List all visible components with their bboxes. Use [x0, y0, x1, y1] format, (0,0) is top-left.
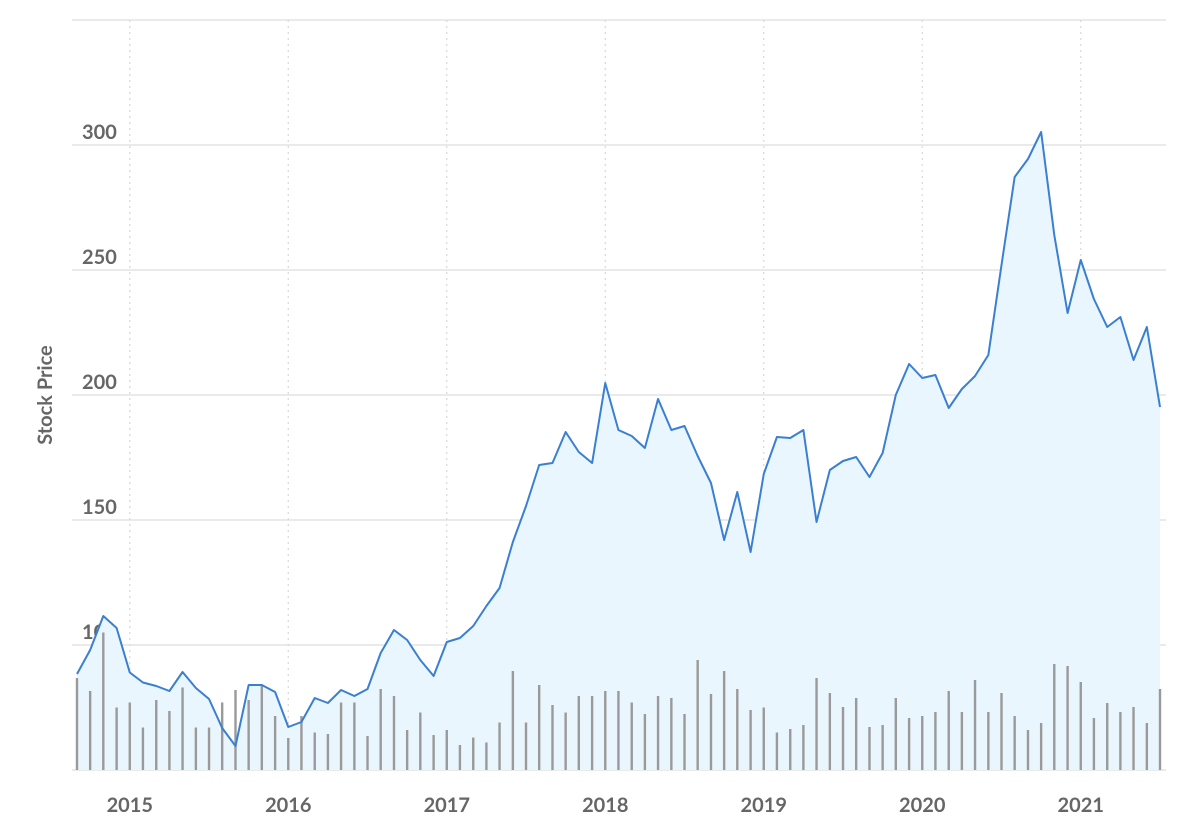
- volume-bar: [419, 712, 422, 770]
- volume-bar: [841, 707, 845, 770]
- volume-bar: [987, 712, 990, 770]
- volume-bar: [432, 735, 435, 770]
- volume-bar: [762, 707, 765, 770]
- volume-bar: [102, 632, 105, 770]
- volume-bar: [775, 732, 779, 770]
- y-tick-label: 250: [82, 245, 117, 269]
- volume-bar: [881, 725, 884, 770]
- volume-bar: [564, 712, 567, 770]
- volume-bar: [181, 687, 184, 770]
- volume-bar: [1000, 693, 1003, 770]
- volume-bar: [643, 714, 647, 770]
- volume-bar: [947, 691, 950, 770]
- volume-bar: [247, 700, 250, 770]
- volume-bar: [670, 698, 673, 770]
- volume-bar: [366, 736, 369, 770]
- volume-bar: [551, 705, 554, 770]
- volume-bar: [353, 702, 356, 770]
- volume-bar: [1053, 664, 1056, 770]
- volume-bar: [1158, 689, 1162, 770]
- volume-bar: [445, 730, 448, 770]
- volume-bar: [537, 685, 541, 770]
- volume-bar: [749, 710, 752, 770]
- volume-bar: [1013, 716, 1016, 770]
- y-axis-label: Stock Price: [33, 345, 57, 445]
- volume-bar: [300, 716, 303, 770]
- volume-bar: [590, 696, 594, 770]
- x-tick-label: 2018: [582, 793, 628, 817]
- y-tick-label: 200: [82, 370, 117, 394]
- volume-bar: [815, 678, 818, 770]
- volume-bar: [339, 702, 343, 770]
- volume-bar: [802, 725, 805, 770]
- volume-bar: [287, 738, 290, 770]
- volume-bar: [973, 680, 977, 770]
- volume-bar: [1119, 712, 1122, 770]
- volume-bar: [115, 707, 118, 770]
- volume-bar: [194, 727, 198, 770]
- volume-bar: [168, 711, 171, 770]
- volume-bar: [88, 691, 92, 770]
- volume-bar: [604, 691, 607, 770]
- volume-bar: [141, 727, 145, 770]
- volume-bar: [379, 689, 382, 770]
- volume-bar: [485, 742, 488, 770]
- y-tick-label: 150: [82, 495, 117, 519]
- volume-bar: [1026, 730, 1030, 770]
- volume-bar: [273, 716, 277, 770]
- volume-bar: [1106, 703, 1109, 770]
- y-tick-label: 300: [82, 120, 117, 144]
- x-tick-label: 2021: [1058, 793, 1104, 817]
- volume-bar: [577, 696, 580, 770]
- volume-bar: [1132, 707, 1135, 770]
- volume-bar: [220, 702, 224, 770]
- volume-bar: [260, 686, 264, 770]
- volume-bar: [1066, 666, 1069, 770]
- volume-bar: [709, 694, 713, 770]
- x-tick-label: 2017: [424, 793, 470, 817]
- volume-bar: [128, 702, 131, 770]
- volume-bar: [524, 722, 528, 770]
- volume-bar: [1092, 718, 1096, 770]
- volume-bar: [1039, 723, 1043, 770]
- volume-bar: [789, 729, 792, 770]
- x-tick-label: 2016: [265, 793, 311, 817]
- volume-bar: [498, 722, 501, 770]
- x-tick-label: 2020: [899, 793, 946, 817]
- volume-bar: [1145, 723, 1149, 770]
- volume-bar: [722, 671, 726, 770]
- price-line: [76, 131, 1161, 747]
- volume-bar: [736, 689, 739, 770]
- volume-bar: [934, 712, 937, 770]
- volume-bar: [921, 716, 924, 770]
- x-tick-label: 2015: [107, 793, 153, 817]
- volume-bar: [207, 727, 211, 770]
- volume-bar: [828, 693, 832, 770]
- volume-bar: [617, 691, 620, 770]
- volume-bar: [392, 696, 396, 770]
- volume-bar: [511, 671, 515, 770]
- volume-bar: [894, 698, 897, 770]
- area-fill: [77, 132, 1160, 770]
- volume-bar: [313, 732, 316, 770]
- volume-bar: [630, 702, 633, 770]
- x-tick-label: 2019: [741, 793, 787, 817]
- volume-bar: [234, 690, 237, 770]
- volume-bar: [458, 745, 462, 770]
- volume-bar: [405, 730, 409, 770]
- volume-bar: [907, 718, 911, 770]
- volume-bar: [960, 712, 964, 770]
- volume-bar: [1079, 682, 1082, 770]
- volume-bar: [155, 700, 158, 770]
- volume-bar: [75, 678, 79, 770]
- volume-bar: [472, 737, 475, 770]
- volume-bar: [683, 714, 686, 770]
- volume-bar: [326, 734, 330, 770]
- volume-bar: [854, 698, 858, 770]
- volume-bar: [696, 660, 699, 770]
- volume-bar: [656, 696, 660, 770]
- volume-bar: [868, 727, 871, 770]
